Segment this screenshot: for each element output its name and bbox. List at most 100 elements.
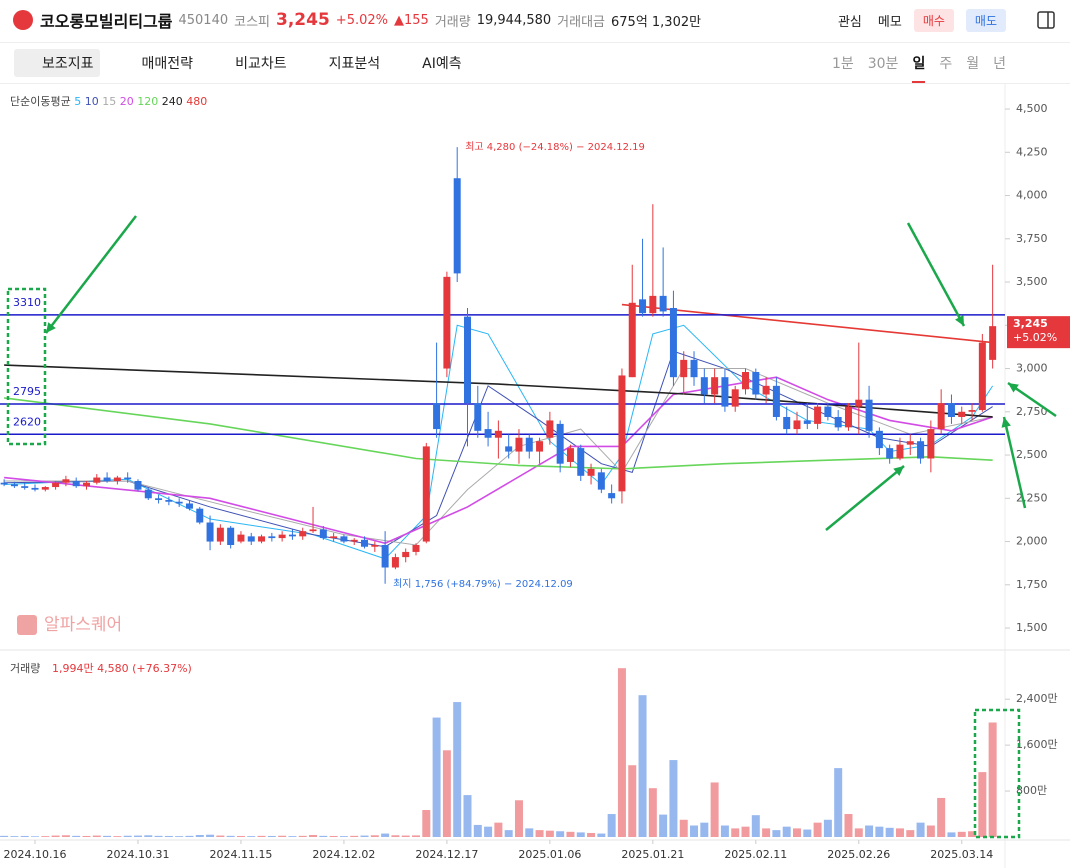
watch-button[interactable]: 관심: [837, 14, 862, 30]
candle-body: [134, 480, 142, 490]
candle-body: [72, 480, 80, 487]
candle-body: [639, 299, 647, 314]
volume-label: 거래량: [10, 662, 40, 675]
legend-entry: 240: [162, 95, 183, 108]
x-tick-label: 2025.01.21: [621, 848, 684, 861]
candle-body: [762, 385, 770, 395]
y-tick-label: 1,750: [1016, 578, 1048, 591]
candle-body: [721, 377, 729, 407]
tool-button[interactable]: 비교차트: [235, 56, 287, 72]
price-tag-pct: +5.02%: [1013, 331, 1057, 344]
tool-button[interactable]: 지표분석: [328, 56, 381, 72]
legend-entry: 단순이동평균: [10, 95, 71, 108]
level-label: 3310: [13, 296, 41, 309]
y-tick-label: 2,000: [1016, 535, 1048, 548]
candle-body: [844, 406, 852, 428]
ma-line: [4, 364, 993, 418]
tool-button[interactable]: 보조지표: [14, 49, 100, 77]
volume-bar: [906, 830, 915, 837]
candle-body: [330, 536, 338, 539]
volume-bar: [947, 832, 956, 837]
candle-body: [587, 468, 595, 476]
volume-bar: [257, 835, 266, 837]
volume-bar: [195, 834, 204, 837]
candle-body: [340, 536, 348, 542]
x-tick-label: 2025.01.06: [518, 848, 581, 861]
volume-bar: [587, 832, 596, 837]
panel-icon[interactable]: [1036, 10, 1056, 30]
volume-bar: [370, 835, 379, 837]
volume-bar: [175, 836, 184, 837]
volume-bar: [741, 826, 750, 837]
tool-button[interactable]: 매매전략: [141, 56, 194, 72]
volume-bar: [607, 814, 616, 837]
volume-bar: [0, 835, 9, 837]
arrow-head: [1008, 383, 1019, 393]
candle-body: [453, 178, 461, 274]
y-tick-label: 4,250: [1016, 145, 1048, 158]
candle-body: [669, 307, 677, 378]
volume-bar: [185, 835, 194, 837]
candle-body: [783, 416, 791, 430]
volume-bar: [525, 828, 534, 837]
legend: 단순이동평균 5 10 15 20 120 240 480: [10, 95, 207, 108]
candle-body: [494, 430, 502, 438]
y-tick-label: 4,500: [1016, 102, 1048, 115]
candle-body: [958, 411, 966, 417]
period-button[interactable]: 월: [966, 56, 980, 72]
volume-bar: [731, 828, 740, 837]
candle-body: [618, 375, 626, 492]
candle-body: [814, 406, 822, 424]
candle-body: [597, 472, 605, 490]
candle-body: [319, 529, 327, 539]
ma-line: [4, 324, 994, 560]
candle-body: [309, 529, 317, 532]
low-note: 최지 1,756 (+84.79%) − 2024.12.09: [393, 578, 573, 590]
volume-bar: [412, 835, 421, 837]
volume-bar: [803, 829, 812, 837]
volume-bar: [792, 828, 801, 837]
period-button[interactable]: 30분: [867, 56, 899, 72]
volume-bar: [669, 760, 678, 837]
candle-body: [350, 539, 358, 542]
volume-bar: [51, 835, 60, 837]
candle-body: [752, 371, 760, 395]
volume-bar: [154, 835, 163, 837]
volume-bar: [350, 835, 359, 837]
memo-button[interactable]: 메모: [877, 14, 902, 30]
volume-bar: [576, 832, 585, 837]
candle-body: [185, 503, 193, 509]
tool-button[interactable]: AI예측: [422, 56, 462, 72]
volume-bar: [10, 836, 19, 837]
volume-bar: [556, 831, 565, 837]
candle-body: [556, 423, 564, 464]
volume-bar: [648, 788, 657, 837]
candle-body: [731, 389, 739, 407]
volume-bar: [422, 810, 431, 837]
candle-body: [608, 493, 616, 499]
candle-body: [216, 527, 224, 542]
volume-bar: [453, 702, 462, 837]
period-button[interactable]: 년: [993, 56, 1006, 72]
candle-body: [443, 276, 451, 369]
volume-bar: [61, 835, 70, 837]
buy-button[interactable]: 매수: [913, 8, 954, 32]
x-tick-label: 2024.11.15: [209, 848, 272, 861]
candle-body: [824, 406, 832, 417]
candle-body: [381, 545, 389, 568]
candle-body: [886, 448, 894, 459]
period-button[interactable]: 일: [912, 53, 926, 83]
candle-body: [484, 429, 492, 438]
candle-body: [21, 486, 29, 488]
volume-bar: [720, 825, 729, 837]
volume: 19,944,580: [476, 12, 552, 28]
volume-bar: [957, 831, 966, 837]
period-button[interactable]: 주: [939, 56, 953, 72]
candle-body: [896, 444, 904, 459]
period-button[interactable]: 1분: [831, 56, 854, 72]
candle-body: [93, 477, 101, 483]
candle-body: [268, 536, 276, 539]
sell-button[interactable]: 매도: [965, 8, 1006, 32]
ma-line: [621, 303, 993, 344]
candle-body: [906, 441, 914, 445]
